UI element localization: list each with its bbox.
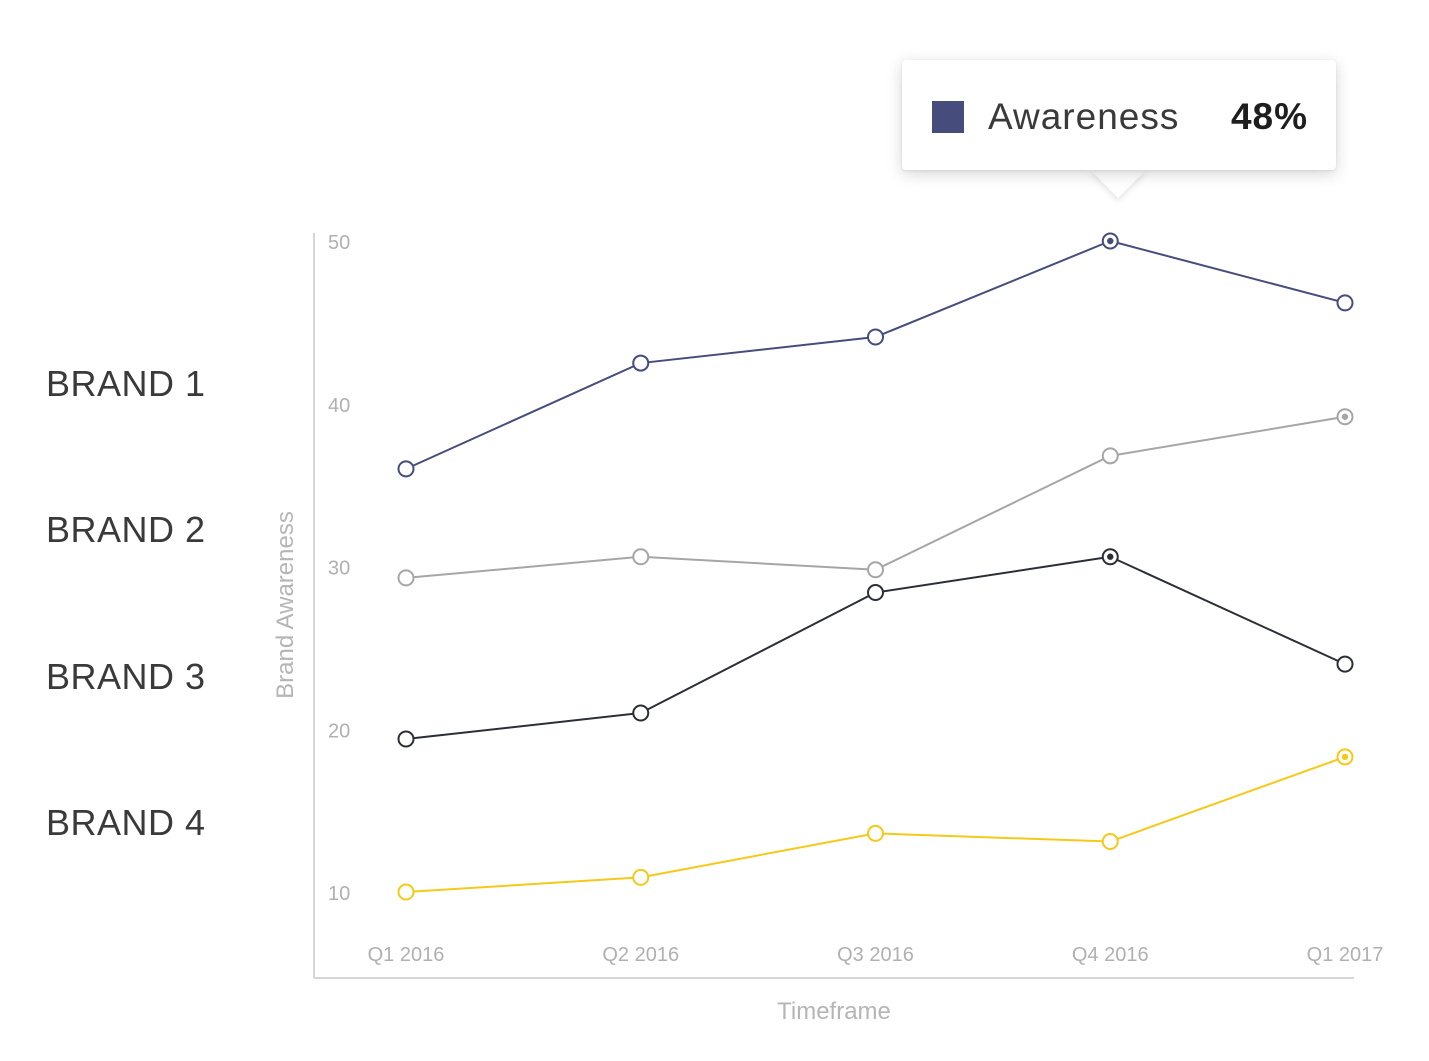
data-point-highlight-dot	[1107, 237, 1114, 245]
tooltip: Awareness 48%	[902, 60, 1336, 170]
data-point-highlight-dot	[1107, 553, 1114, 560]
data-point-brand-2[interactable]	[632, 548, 650, 566]
data-point-brand-4[interactable]	[397, 883, 415, 901]
data-point-brand-1[interactable]	[632, 354, 650, 372]
data-point-highlight-dot	[1341, 753, 1349, 761]
y-tick-label: 30	[328, 558, 350, 580]
data-point-brand-4[interactable]	[1101, 833, 1119, 851]
data-point-brand-3[interactable]	[1336, 655, 1354, 673]
series-line-brand-1	[405, 240, 1346, 470]
data-point-brand-1[interactable]	[397, 460, 415, 478]
y-tick-label: 40	[328, 395, 350, 417]
legend-item-brand-4[interactable]: BRAND 4	[46, 802, 206, 843]
data-point-brand-3[interactable]	[397, 730, 415, 748]
data-point-brand-1[interactable]	[867, 328, 884, 346]
tooltip-label: Awareness	[988, 96, 1180, 137]
data-point-brand-3[interactable]	[867, 584, 884, 602]
x-axis-title: Timeframe	[777, 998, 891, 1025]
y-axis-title: Brand Awareness	[272, 511, 299, 699]
data-point-brand-2[interactable]	[397, 569, 415, 587]
series-points	[397, 232, 1354, 901]
y-tick-label: 50	[328, 232, 350, 254]
y-tick-label: 10	[328, 883, 350, 905]
data-point-highlight-dot	[1341, 413, 1349, 420]
series-line-brand-4	[405, 755, 1346, 893]
x-tick-label: Q1 2016	[368, 944, 445, 966]
data-point-brand-3[interactable]	[632, 704, 650, 722]
series-line-brand-2	[405, 415, 1346, 579]
legend-item-brand-3[interactable]: BRAND 3	[46, 656, 206, 697]
x-tick-label: Q3 2016	[837, 944, 914, 966]
chart-axes: 10 20 30 40 50 Q1 2016 Q2 2016 Q3 2016 Q4 2016 Q1…	[272, 232, 1383, 1025]
data-point-brand-4[interactable]	[867, 824, 884, 842]
tooltip-arrow	[1090, 170, 1146, 198]
tooltip-swatch	[932, 101, 964, 133]
data-point-brand-4[interactable]	[632, 868, 650, 886]
x-tick-label: Q2 2016	[602, 944, 679, 966]
x-tick-label: Q1 2017	[1307, 944, 1384, 966]
legend-item-brand-2[interactable]: BRAND 2	[46, 509, 206, 550]
tooltip-value: 48%	[1230, 96, 1308, 137]
data-point-brand-2[interactable]	[867, 561, 884, 579]
legend-item-brand-1[interactable]: BRAND 1	[46, 363, 206, 404]
x-tick-label: Q4 2016	[1072, 944, 1149, 966]
y-tick-label: 20	[328, 720, 350, 742]
data-point-brand-2[interactable]	[1101, 447, 1119, 465]
data-point-brand-1[interactable]	[1336, 294, 1354, 312]
